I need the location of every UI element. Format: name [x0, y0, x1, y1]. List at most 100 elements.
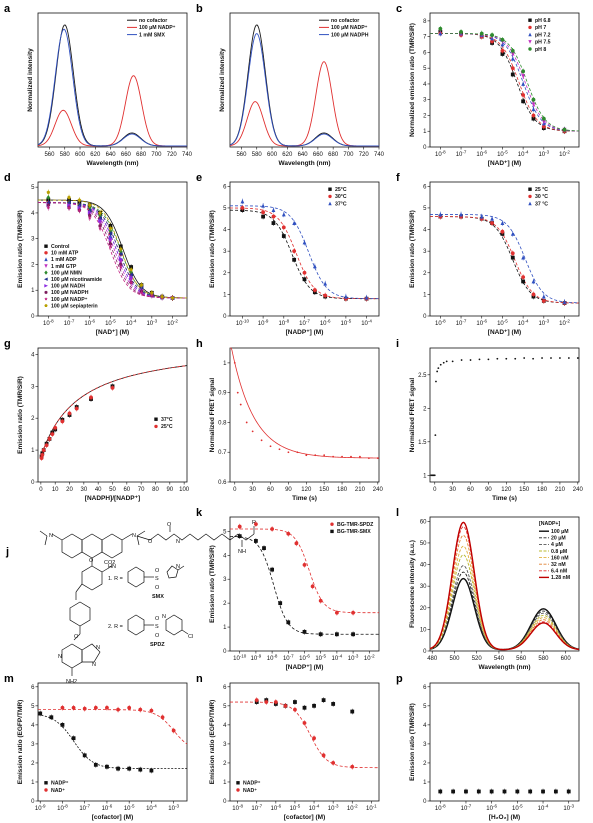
- tick-label: 10-8: [43, 319, 54, 328]
- legend-swatch: [528, 25, 532, 30]
- data-point: [464, 789, 468, 794]
- data-point: [343, 294, 348, 299]
- tick-label: 10-3: [146, 319, 157, 328]
- tick-label: 0.6: [218, 480, 227, 486]
- data-point: [334, 632, 339, 637]
- tick-label: 5: [223, 529, 227, 535]
- tick-label: 10-4: [146, 804, 157, 813]
- data-point: [510, 255, 515, 260]
- legend-label-2: 30°C: [335, 194, 347, 200]
- legend-swatch: [44, 264, 48, 268]
- tick-label: 6: [423, 685, 427, 691]
- tick-label: 6: [31, 685, 35, 691]
- data-point: [240, 206, 245, 210]
- legend-swatch: [44, 270, 48, 275]
- data-point: [559, 357, 561, 359]
- data-point: [286, 620, 291, 625]
- atom-label: NH: [238, 549, 246, 555]
- atom-label: HN: [108, 564, 116, 570]
- tick-label: 10-2: [559, 150, 570, 159]
- x-axis-label: [cofactor] (M): [284, 814, 326, 821]
- data-point: [108, 236, 113, 241]
- tick-label: 0: [423, 649, 427, 655]
- tick-label: 3: [31, 384, 35, 390]
- data-point: [110, 385, 115, 390]
- data-point: [50, 432, 55, 437]
- panel-label-n: n: [196, 673, 203, 685]
- tick-label: 10-4: [126, 319, 137, 328]
- tick-label: 10-7: [299, 319, 310, 328]
- tick-label: 5: [31, 704, 35, 710]
- data-point: [459, 30, 463, 34]
- series-curve-5: [430, 33, 580, 132]
- data-point: [254, 539, 258, 543]
- legend-swatch: [528, 18, 532, 22]
- tick-label: 60: [467, 487, 474, 493]
- tick-label: 580: [538, 656, 549, 662]
- tick-label: 620: [90, 152, 101, 158]
- data-point: [46, 195, 51, 200]
- atom-label: O: [148, 539, 153, 545]
- data-point: [170, 296, 175, 300]
- plot-frame: [429, 347, 580, 483]
- tick-label: 30: [420, 584, 427, 590]
- y-axis-label: Normalized FRET signal: [409, 378, 416, 453]
- legend-label-1: BG-TMR-SPDZ: [337, 522, 374, 528]
- panel-d: d 10-8 10-7 10-6 10-5 10-4 10-3 10-2 0 1 2 3 4 5 [NAD⁺…: [4, 172, 188, 336]
- tick-label: 20: [420, 606, 427, 612]
- tick-label: 10-3: [538, 150, 549, 159]
- legend-swatch: [44, 297, 48, 301]
- panel-label-i: i: [396, 338, 399, 350]
- data-point: [334, 610, 339, 615]
- data-point: [71, 705, 76, 710]
- data-point: [521, 81, 526, 86]
- legend: NADP⁺NAD⁺: [44, 781, 69, 794]
- option-1-number: 1. R =: [108, 576, 123, 582]
- atom-label: CO2: [104, 560, 115, 566]
- tick-label: 700: [151, 152, 162, 158]
- data-point: [541, 119, 546, 124]
- data-point: [287, 451, 290, 454]
- atom-label: N: [132, 533, 136, 539]
- legend-label-2: 25°C: [161, 424, 173, 430]
- data-point: [302, 705, 307, 710]
- tick-label: 10-6: [320, 319, 331, 328]
- legend-swatch: [328, 187, 332, 191]
- series-curve-3: [229, 33, 379, 147]
- data-point: [41, 448, 46, 452]
- tick-label: 580: [252, 152, 263, 158]
- x-axis-label: [NAD⁺] (M): [488, 160, 521, 167]
- data-point: [435, 380, 437, 383]
- data-point: [438, 212, 443, 217]
- series-curve-1: [230, 528, 379, 614]
- legend-label-6: 100 μM nicotinamide: [51, 277, 102, 283]
- legend-swatch: [528, 201, 532, 206]
- tick-label: 600: [267, 152, 278, 158]
- data-point: [531, 113, 536, 118]
- tick-label: 20: [66, 487, 73, 493]
- tick-label: 1: [223, 780, 227, 786]
- y-axis-label: Emission ratio (EGFP/TMR): [209, 700, 216, 785]
- tick-label: 10-4: [332, 654, 343, 663]
- data-point: [510, 48, 515, 53]
- data-point: [281, 212, 286, 217]
- data-point: [500, 37, 505, 42]
- data-point: [521, 255, 526, 260]
- tick-label: 90: [285, 487, 292, 493]
- data-point: [500, 48, 505, 53]
- legend-label-4: 0.8 μM: [551, 549, 567, 555]
- tick-label: 3: [31, 237, 35, 243]
- data-point: [139, 290, 144, 295]
- data-point: [521, 275, 526, 279]
- data-point: [302, 629, 307, 634]
- data-point: [271, 221, 276, 225]
- data-point: [116, 707, 120, 712]
- tick-label: 3: [223, 577, 227, 583]
- panel-label-c: c: [396, 3, 402, 15]
- panel-a: a 560 580 600 620 640 660 680 700 720 740 Wavelengt…: [4, 3, 193, 167]
- legend-swatch: [236, 781, 240, 785]
- data-point: [77, 198, 82, 202]
- tick-label: 500: [449, 656, 460, 662]
- atom-label: O: [155, 585, 160, 591]
- data-point: [273, 700, 278, 704]
